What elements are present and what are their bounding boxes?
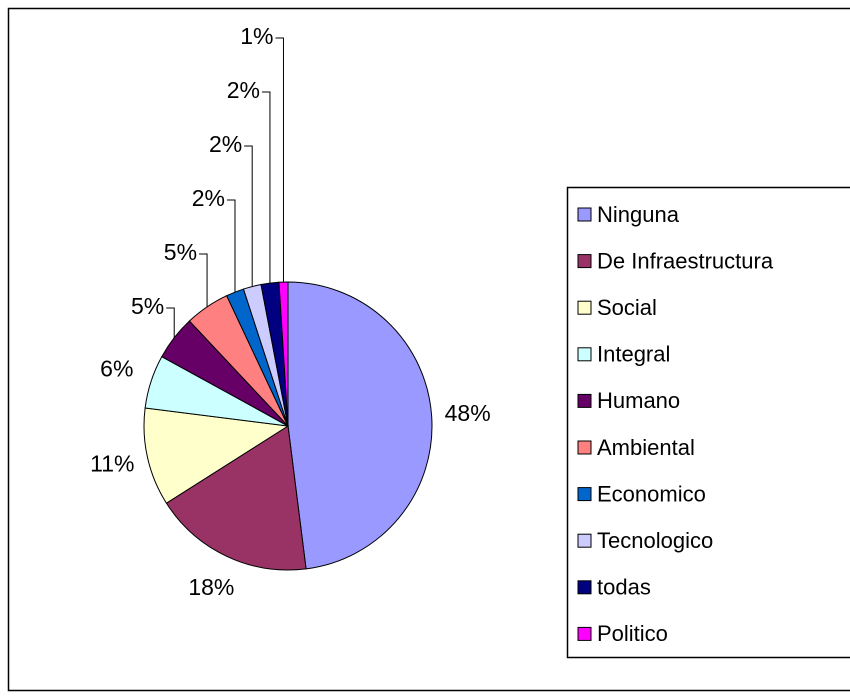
slice-label: 6% (100, 355, 133, 381)
leader-line (244, 145, 253, 287)
legend-swatch (577, 207, 592, 222)
slice-label: 2% (227, 77, 260, 103)
legend-label: De Infraestructura (597, 248, 774, 273)
legend-swatch (577, 393, 592, 408)
legend-label: todas (597, 575, 651, 600)
legend-swatch (577, 487, 592, 502)
legend-swatch (577, 347, 592, 362)
legend-label: Ambiental (597, 435, 695, 460)
legend-label: Social (597, 295, 657, 320)
legend-swatch (577, 254, 592, 269)
slice-label: 1% (240, 23, 273, 49)
legend-label: Tecnologico (597, 528, 713, 553)
legend-label: Integral (597, 342, 670, 367)
legend: Ninguna De Infraestructura Social Integral H… (577, 202, 774, 646)
legend-label: Humano (597, 388, 680, 413)
leader-line (226, 199, 236, 293)
leader-line (166, 307, 175, 338)
legend-swatch (577, 440, 592, 455)
pie-slice (143, 407, 290, 504)
legend-swatch (577, 580, 592, 595)
slice-label: 5% (164, 239, 197, 265)
slice-label: 5% (131, 293, 164, 319)
legend-box (566, 186, 850, 659)
pie-slice (287, 281, 433, 570)
legend-swatch (577, 626, 592, 641)
leader-line (261, 91, 271, 284)
leader-line (199, 253, 208, 307)
pie-slice (165, 425, 307, 571)
slice-label: 2% (192, 185, 225, 211)
slice-label: 18% (188, 574, 234, 600)
slice-label: 2% (209, 131, 242, 157)
legend-swatch (577, 300, 592, 315)
legend-label: Politico (597, 621, 668, 646)
legend-swatch (577, 533, 592, 548)
legend-label: Economico (597, 481, 706, 506)
slice-label: 48% (445, 400, 491, 426)
slice-label: 11% (90, 450, 134, 476)
leader-line (275, 37, 284, 283)
legend-label: Ninguna (597, 202, 680, 227)
